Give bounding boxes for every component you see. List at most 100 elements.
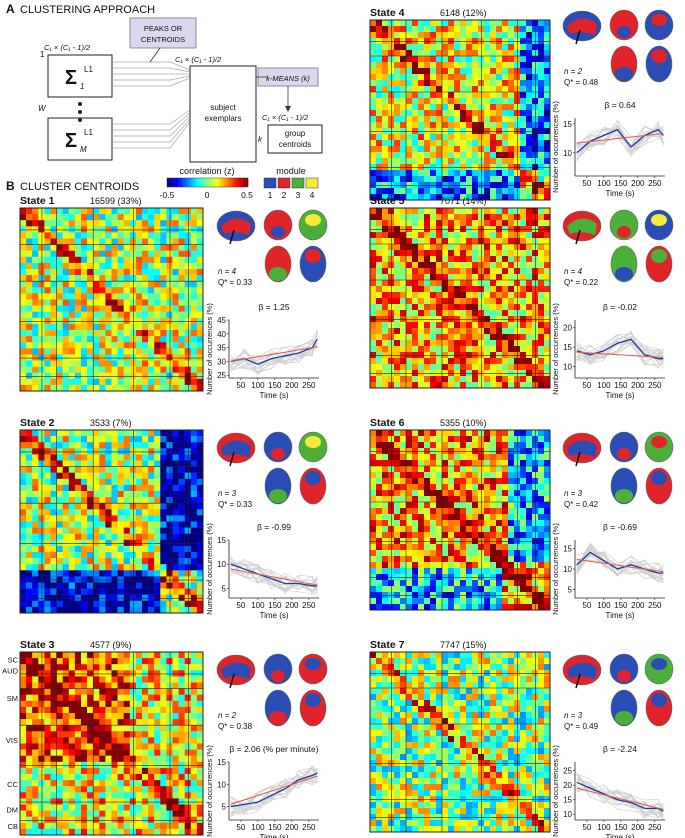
matrix-cell xyxy=(532,304,539,311)
matrix-cell xyxy=(105,761,112,769)
matrix-cell xyxy=(87,305,94,312)
matrix-cell xyxy=(166,761,173,769)
matrix-cell xyxy=(400,122,407,129)
matrix-cell xyxy=(502,268,509,275)
matrix-cell xyxy=(184,588,191,595)
matrix-cell xyxy=(62,214,69,221)
matrix-cell xyxy=(135,460,143,467)
matrix-cell xyxy=(32,442,39,449)
matrix-cell xyxy=(412,292,419,299)
matrix-cell xyxy=(502,176,509,183)
matrix-cell xyxy=(142,694,149,701)
matrix-cell xyxy=(448,292,455,299)
matrix-cell xyxy=(26,552,33,559)
matrix-cell xyxy=(436,122,443,129)
matrix-cell xyxy=(502,38,509,45)
matrix-cell xyxy=(172,558,179,565)
matrix-cell xyxy=(87,454,94,461)
matrix-cell xyxy=(62,713,69,720)
matrix-cell xyxy=(135,256,143,264)
matrix-cell xyxy=(32,564,39,571)
matrix-cell xyxy=(514,328,521,335)
matrix-cell xyxy=(442,20,449,27)
matrix-cell xyxy=(430,328,437,335)
matrix-cell xyxy=(123,366,130,373)
matrix-cell xyxy=(532,152,539,159)
peaks-box xyxy=(129,17,197,49)
matrix-cell xyxy=(466,280,473,287)
matrix-cell xyxy=(32,466,39,473)
matrix-cell xyxy=(129,564,137,571)
matrix-cell xyxy=(394,98,401,105)
matrix-cell xyxy=(129,816,137,823)
matrix-cell xyxy=(160,509,167,516)
matrix-cell xyxy=(544,44,551,51)
matrix-cell xyxy=(520,134,527,141)
matrix-cell xyxy=(93,564,100,571)
matrix-cell xyxy=(544,194,551,201)
matrix-cell xyxy=(154,509,161,516)
matrix-cell xyxy=(520,226,527,233)
matrix-cell xyxy=(68,509,76,516)
matrix-cell xyxy=(129,658,137,665)
matrix-cell xyxy=(62,588,69,595)
matrix-cell xyxy=(178,330,185,337)
matrix-cell xyxy=(38,372,45,379)
matrix-cell xyxy=(370,134,377,141)
matrix-cell xyxy=(87,448,94,455)
matrix-cell xyxy=(166,552,173,559)
matrix-cell xyxy=(38,792,45,799)
matrix-cell xyxy=(178,478,185,486)
matrix-cell xyxy=(117,226,124,233)
matrix-cell xyxy=(184,688,191,695)
matrix-cell xyxy=(62,576,69,583)
matrix-cell xyxy=(184,539,191,547)
matrix-cell xyxy=(38,539,45,547)
matrix-cell xyxy=(142,366,149,373)
matrix-cell xyxy=(160,725,167,732)
matrix-cell xyxy=(370,44,377,51)
matrix-cell xyxy=(111,792,118,799)
matrix-cell xyxy=(532,208,539,215)
matrix-cell xyxy=(26,527,33,534)
matrix-cell xyxy=(394,370,401,377)
matrix-cell xyxy=(81,676,88,683)
matrix-cell xyxy=(190,317,198,325)
matrix-cell xyxy=(376,122,383,129)
matrix-cell xyxy=(26,816,33,823)
matrix-cell xyxy=(129,706,137,714)
matrix-cell xyxy=(496,232,503,239)
matrix-cell xyxy=(32,354,39,361)
modularity-q: Q* = 0.33 xyxy=(218,500,253,509)
matrix-cell xyxy=(117,792,124,799)
matrix-cell xyxy=(166,336,173,343)
matrix-cell xyxy=(190,430,198,437)
state-count: 6148 (12%) xyxy=(440,8,487,18)
matrix-cell xyxy=(430,194,437,201)
matrix-cell xyxy=(87,755,94,762)
matrix-cell xyxy=(142,430,149,437)
matrix-cell xyxy=(154,311,161,318)
matrix-cell xyxy=(466,128,473,135)
matrix-cell xyxy=(172,816,179,823)
matrix-cell xyxy=(87,256,94,264)
matrix-cell xyxy=(496,238,503,245)
matrix-cell xyxy=(424,214,431,221)
matrix-cell xyxy=(460,340,467,347)
matrix-cell xyxy=(74,731,82,738)
matrix-cell xyxy=(26,558,33,565)
matrix-cell xyxy=(172,317,179,325)
matrix-cell xyxy=(111,330,118,337)
matrix-cell xyxy=(62,822,69,830)
matrix-cell xyxy=(376,116,383,123)
matrix-cell xyxy=(178,652,185,659)
matrix-cell xyxy=(502,32,509,39)
brain-region xyxy=(269,267,287,281)
matrix-cell xyxy=(50,822,57,830)
matrix-cell xyxy=(56,552,63,559)
matrix-cell xyxy=(478,122,485,129)
matrix-cell xyxy=(87,588,94,595)
x-tick-label: 150 xyxy=(268,381,282,390)
matrix-cell xyxy=(166,731,173,738)
